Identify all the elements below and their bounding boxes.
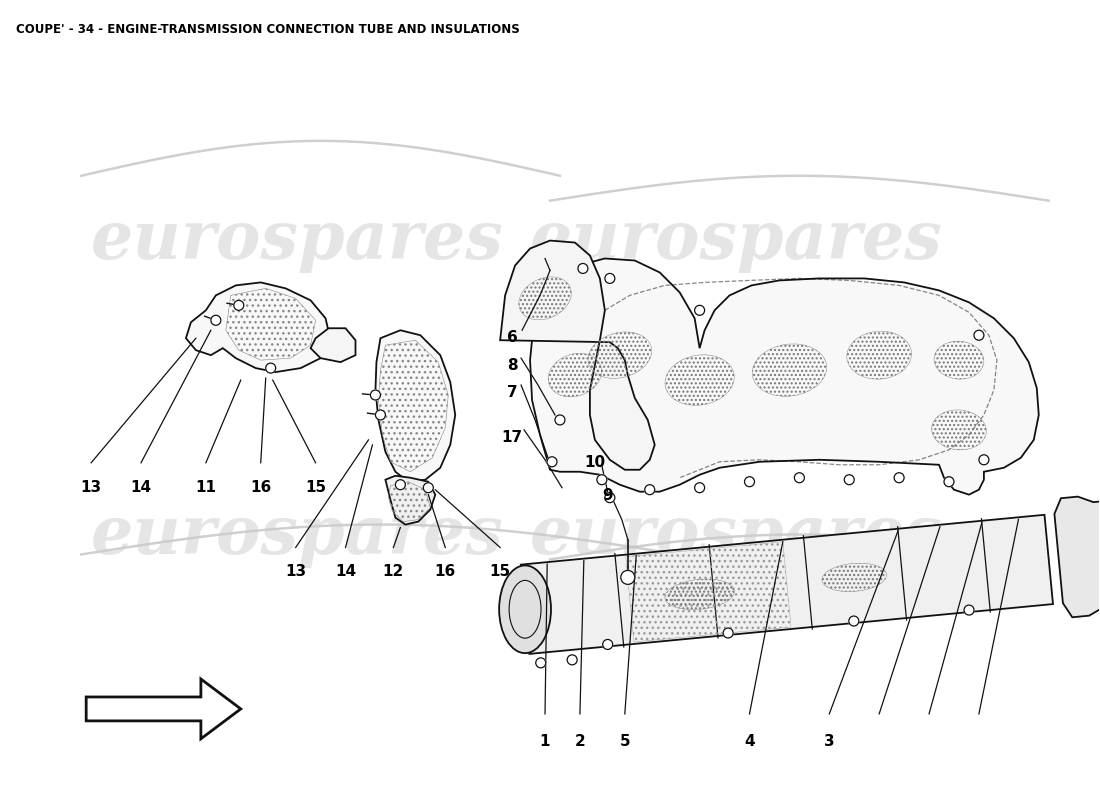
Circle shape <box>944 477 954 486</box>
Text: 2: 2 <box>574 734 585 749</box>
Text: 7: 7 <box>507 385 517 400</box>
Circle shape <box>723 628 733 638</box>
Circle shape <box>979 455 989 465</box>
Circle shape <box>568 655 578 665</box>
Polygon shape <box>1055 497 1100 618</box>
Text: 3: 3 <box>824 734 835 749</box>
Circle shape <box>371 390 381 400</box>
Text: 16: 16 <box>434 565 455 579</box>
Circle shape <box>547 457 557 466</box>
Circle shape <box>536 658 546 668</box>
Circle shape <box>605 274 615 283</box>
Circle shape <box>605 493 615 502</box>
Text: 13: 13 <box>285 565 306 579</box>
Circle shape <box>745 477 755 486</box>
Text: 5: 5 <box>619 734 630 749</box>
Circle shape <box>597 474 607 485</box>
Polygon shape <box>385 476 436 525</box>
Circle shape <box>424 482 433 493</box>
Circle shape <box>620 570 635 584</box>
Text: 6: 6 <box>507 330 517 346</box>
Polygon shape <box>186 282 331 372</box>
Polygon shape <box>375 330 455 482</box>
Text: COUPE' - 34 - ENGINE-TRANSMISSION CONNECTION TUBE AND INSULATIONS: COUPE' - 34 - ENGINE-TRANSMISSION CONNEC… <box>16 23 520 36</box>
Text: 14: 14 <box>131 480 152 494</box>
Polygon shape <box>86 679 241 739</box>
Text: eurospares: eurospares <box>530 503 943 568</box>
Polygon shape <box>500 241 654 470</box>
Circle shape <box>894 473 904 482</box>
Circle shape <box>794 473 804 482</box>
Circle shape <box>849 616 859 626</box>
Text: 11: 11 <box>196 480 217 494</box>
Text: 13: 13 <box>80 480 101 494</box>
Circle shape <box>395 480 406 490</box>
Circle shape <box>375 410 385 420</box>
Text: 4: 4 <box>745 734 755 749</box>
Text: 10: 10 <box>584 455 605 470</box>
Circle shape <box>694 306 705 315</box>
Polygon shape <box>310 328 355 362</box>
Text: 12: 12 <box>383 565 404 579</box>
Text: eurospares: eurospares <box>91 208 504 273</box>
Text: eurospares: eurospares <box>91 503 504 568</box>
Text: 16: 16 <box>250 480 272 494</box>
Text: 17: 17 <box>502 430 522 445</box>
Text: 9: 9 <box>603 488 613 502</box>
Polygon shape <box>520 515 1053 654</box>
Text: 15: 15 <box>490 565 510 579</box>
Text: 8: 8 <box>507 358 517 373</box>
Text: 1: 1 <box>540 734 550 749</box>
Circle shape <box>845 474 855 485</box>
Text: 15: 15 <box>305 480 327 494</box>
Circle shape <box>694 482 705 493</box>
Ellipse shape <box>499 566 551 653</box>
Polygon shape <box>530 258 1038 494</box>
Circle shape <box>603 639 613 650</box>
Circle shape <box>211 315 221 326</box>
Circle shape <box>645 485 654 494</box>
Circle shape <box>234 300 244 310</box>
Circle shape <box>266 363 276 373</box>
Text: 14: 14 <box>336 565 356 579</box>
Circle shape <box>578 263 587 274</box>
Circle shape <box>964 605 974 615</box>
Circle shape <box>974 330 983 340</box>
Circle shape <box>556 415 565 425</box>
Text: eurospares: eurospares <box>530 208 943 273</box>
